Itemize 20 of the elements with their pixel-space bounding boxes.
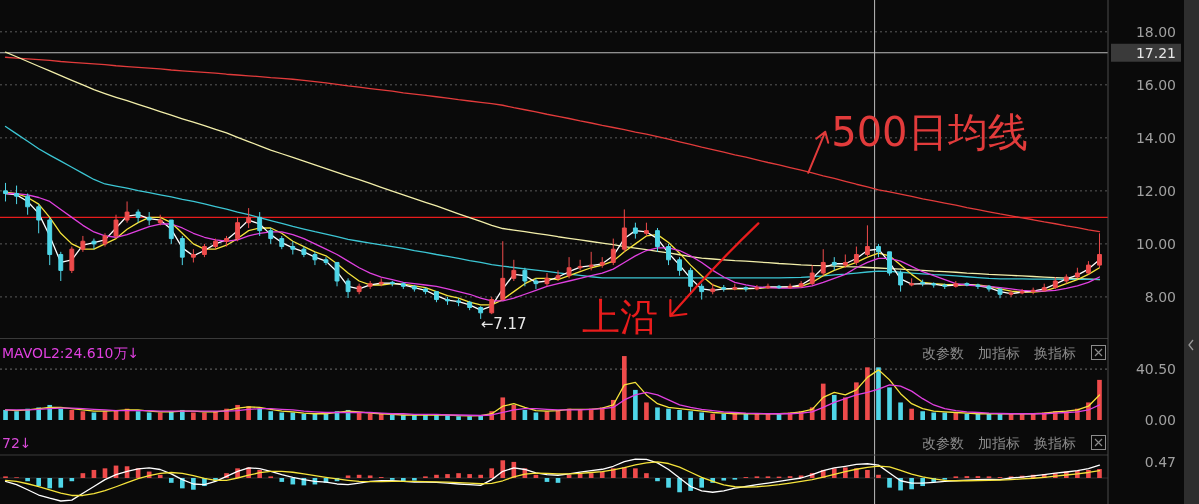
chart-title: 72↓ — [2, 435, 32, 451]
text: 加指标 — [978, 435, 1020, 451]
annotation: 上沿 — [582, 295, 659, 339]
y-tick-label: 16.00 — [1135, 76, 1176, 93]
text: 换指标 — [1034, 435, 1076, 451]
annotation: 换指标 — [1034, 345, 1076, 361]
y-tick-label: 8.00 — [1144, 288, 1176, 305]
annotation: 加指标 — [978, 345, 1020, 361]
text: 改参数 — [922, 435, 964, 451]
y-tick-label: 40.50 — [1135, 361, 1176, 378]
annotation: 改参数 — [922, 345, 964, 361]
ref-line-label: 17.21 — [1135, 44, 1176, 61]
y-tick-label: 10.00 — [1135, 235, 1176, 252]
y-tick-label: 14.00 — [1135, 129, 1176, 146]
y-tick-label: 18.00 — [1135, 23, 1176, 40]
y-tick-label: 12.00 — [1135, 182, 1176, 199]
annotation: ←7.17 — [480, 314, 527, 333]
text: MAVOL2:24.610万↓ — [2, 345, 140, 361]
text: 0.47 — [1144, 454, 1176, 470]
y-tick-label: 0.00 — [1144, 412, 1176, 428]
